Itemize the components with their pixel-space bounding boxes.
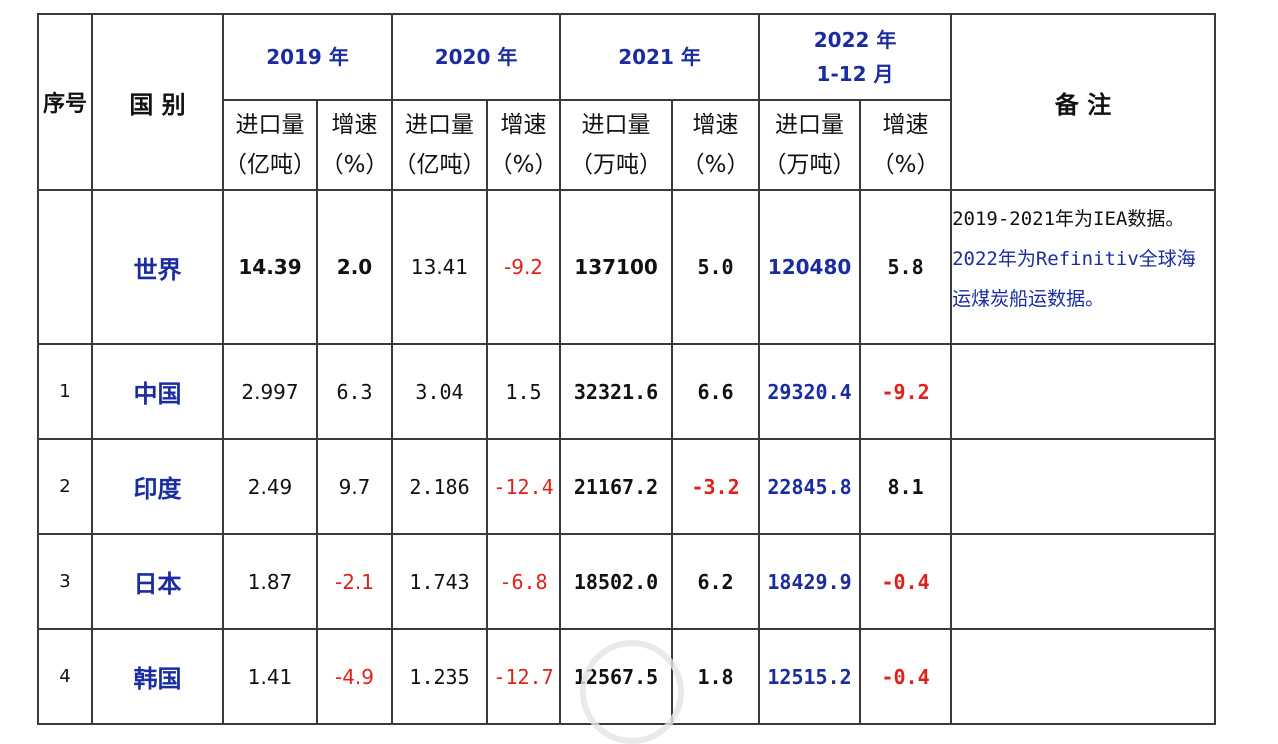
remark-cell	[950, 438, 1217, 535]
import-2022-cell: 29320.4	[758, 343, 862, 440]
growth-2020-cell: -9.2	[486, 189, 562, 345]
import-2022-cell: 22845.8	[758, 438, 862, 535]
year-2022-header: 2022 年 1-12 月	[758, 13, 953, 101]
import-2020-cell: 1.235	[391, 628, 489, 725]
table-row-china: 1 中国 2.997 6.3 3.04 1.5 32321.6 6.6 2932…	[37, 343, 1217, 440]
growth-2019-cell: 6.3	[315, 343, 394, 440]
coal-import-table: 序号 国 别 2019 年 2020 年 2021 年 2022 年 1-12 …	[37, 13, 1217, 725]
remark-cell	[950, 628, 1217, 725]
table-row-japan: 3 日本 1.87 -2.1 1.743 -6.8 18502.0 6.2 18…	[37, 533, 1217, 630]
growth-2021-cell: 1.8	[671, 628, 761, 725]
import-2020-header: 进口量 （亿吨）	[391, 99, 489, 191]
seq-cell: 1	[37, 343, 93, 440]
growth-label: 增速	[882, 112, 929, 138]
growth-label: 增速	[331, 112, 378, 138]
country-cell: 韩国	[91, 628, 224, 725]
table-row-korea: 4 韩国 1.41 -4.9 1.235 -12.7 12567.5 1.8 1…	[37, 628, 1217, 725]
table-row-india: 2 印度 2.49 9.7 2.186 -12.4 21167.2 -3.2 2…	[37, 438, 1217, 535]
growth-2019-cell: -4.9	[315, 628, 394, 725]
year-2022-label: 2022 年	[813, 28, 897, 52]
import-2019-cell: 14.39	[222, 189, 318, 345]
growth-2022-header: 增速 （%）	[859, 99, 953, 191]
growth-2020-cell: -6.8	[486, 533, 562, 630]
import-2020-cell: 3.04	[391, 343, 489, 440]
import-label: 进口量	[581, 112, 651, 138]
growth-2022-cell: -9.2	[859, 343, 953, 440]
remark-cell	[950, 343, 1217, 440]
country-cell: 中国	[91, 343, 224, 440]
import-2019-header: 进口量 （亿吨）	[222, 99, 318, 191]
remark-header: 备 注	[950, 13, 1217, 191]
remark-cell	[950, 533, 1217, 630]
unit-label: （万吨）	[763, 152, 856, 178]
growth-label: 增速	[692, 112, 739, 138]
growth-2022-cell: -0.4	[859, 533, 953, 630]
unit-label: （万吨）	[570, 152, 663, 178]
growth-2020-cell: -12.4	[486, 438, 562, 535]
country-cell: 日本	[91, 533, 224, 630]
import-2021-cell: 18502.0	[559, 533, 674, 630]
year-2019-header: 2019 年	[221, 13, 394, 101]
import-2021-cell: 32321.6	[559, 343, 674, 440]
growth-2021-cell: 6.2	[671, 533, 761, 630]
growth-2022-cell: -0.4	[859, 628, 953, 725]
unit-label: （%）	[871, 152, 940, 178]
import-2022-cell: 120480	[758, 189, 862, 345]
country-cell: 世界	[91, 189, 224, 345]
growth-2022-cell: 5.8	[859, 189, 953, 345]
unit-label: （亿吨）	[224, 152, 316, 178]
note-line-2: 2022年为Refinitiv全球海运煤炭船运数据。	[952, 248, 1196, 310]
growth-2021-header: 增速 （%）	[671, 99, 761, 191]
seq-cell: 3	[37, 533, 93, 630]
seq-cell: 4	[37, 628, 93, 725]
import-2021-header: 进口量 （万吨）	[559, 99, 674, 191]
unit-label: （亿吨）	[393, 152, 486, 178]
table-row-world: 世界 14.39 2.0 13.41 -9.2 137100 5.0 12048…	[37, 189, 1217, 345]
growth-2021-cell: 5.0	[671, 189, 761, 345]
growth-2019-cell: -2.1	[315, 533, 394, 630]
import-2022-cell: 12515.2	[758, 628, 862, 725]
import-2019-cell: 2.997	[222, 343, 318, 440]
import-2022-header: 进口量 （万吨）	[758, 99, 862, 191]
year-2021-header: 2021 年	[559, 13, 761, 101]
import-2022-cell: 18429.9	[758, 533, 862, 630]
growth-2019-header: 增速 （%）	[315, 99, 394, 191]
growth-2020-header: 增速 （%）	[486, 99, 562, 191]
import-2021-cell: 137100	[559, 189, 674, 345]
import-label: 进口量	[775, 112, 845, 138]
growth-label: 增速	[500, 112, 547, 138]
import-label: 进口量	[235, 112, 305, 138]
import-2019-cell: 2.49	[222, 438, 318, 535]
unit-label: （%）	[489, 152, 558, 178]
import-2020-cell: 2.186	[391, 438, 489, 535]
note-line-1: 2019-2021年为IEA数据。	[952, 208, 1185, 230]
import-2020-cell: 1.743	[391, 533, 489, 630]
unit-label: （%）	[320, 152, 389, 178]
year-2020-header: 2020 年	[391, 13, 562, 101]
seq-cell	[37, 189, 93, 345]
growth-2019-cell: 9.7	[315, 438, 394, 535]
growth-2020-cell: -12.7	[486, 628, 562, 725]
year-2022-period: 1-12 月	[816, 62, 894, 86]
growth-2020-cell: 1.5	[486, 343, 562, 440]
growth-2021-cell: -3.2	[671, 438, 761, 535]
seq-cell: 2	[37, 438, 93, 535]
country-cell: 印度	[91, 438, 224, 535]
growth-2021-cell: 6.6	[671, 343, 761, 440]
seq-header: 序号	[37, 13, 93, 191]
import-2019-cell: 1.41	[222, 628, 318, 725]
header-row-units: 进口量 （亿吨） 增速 （%） 进口量 （亿吨） 增速 （%） 进口量 （万吨） 增速 （%…	[38, 99, 1215, 191]
remark-cell: 2019-2021年为IEA数据。 2022年为Refinitiv全球海运煤炭船…	[950, 189, 1217, 345]
import-2020-cell: 13.41	[391, 189, 489, 345]
import-2019-cell: 1.87	[222, 533, 318, 630]
growth-2022-cell: 8.1	[859, 438, 953, 535]
unit-label: （%）	[681, 152, 750, 178]
header-row-years: 序号 国 别 2019 年 2020 年 2021 年 2022 年 1-12 …	[37, 13, 1217, 191]
import-label: 进口量	[405, 112, 475, 138]
growth-2019-cell: 2.0	[315, 189, 394, 345]
import-2021-cell: 21167.2	[559, 438, 674, 535]
watermark-logo	[580, 640, 684, 744]
country-header: 国 别	[91, 13, 224, 191]
